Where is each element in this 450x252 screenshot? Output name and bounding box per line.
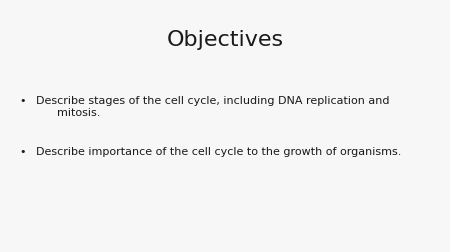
Text: Objectives: Objectives [166,30,284,50]
Text: Describe stages of the cell cycle, including DNA replication and
      mitosis.: Describe stages of the cell cycle, inclu… [36,96,390,117]
Text: Describe importance of the cell cycle to the growth of organisms.: Describe importance of the cell cycle to… [36,146,401,156]
Text: •: • [19,146,26,156]
Text: •: • [19,96,26,106]
